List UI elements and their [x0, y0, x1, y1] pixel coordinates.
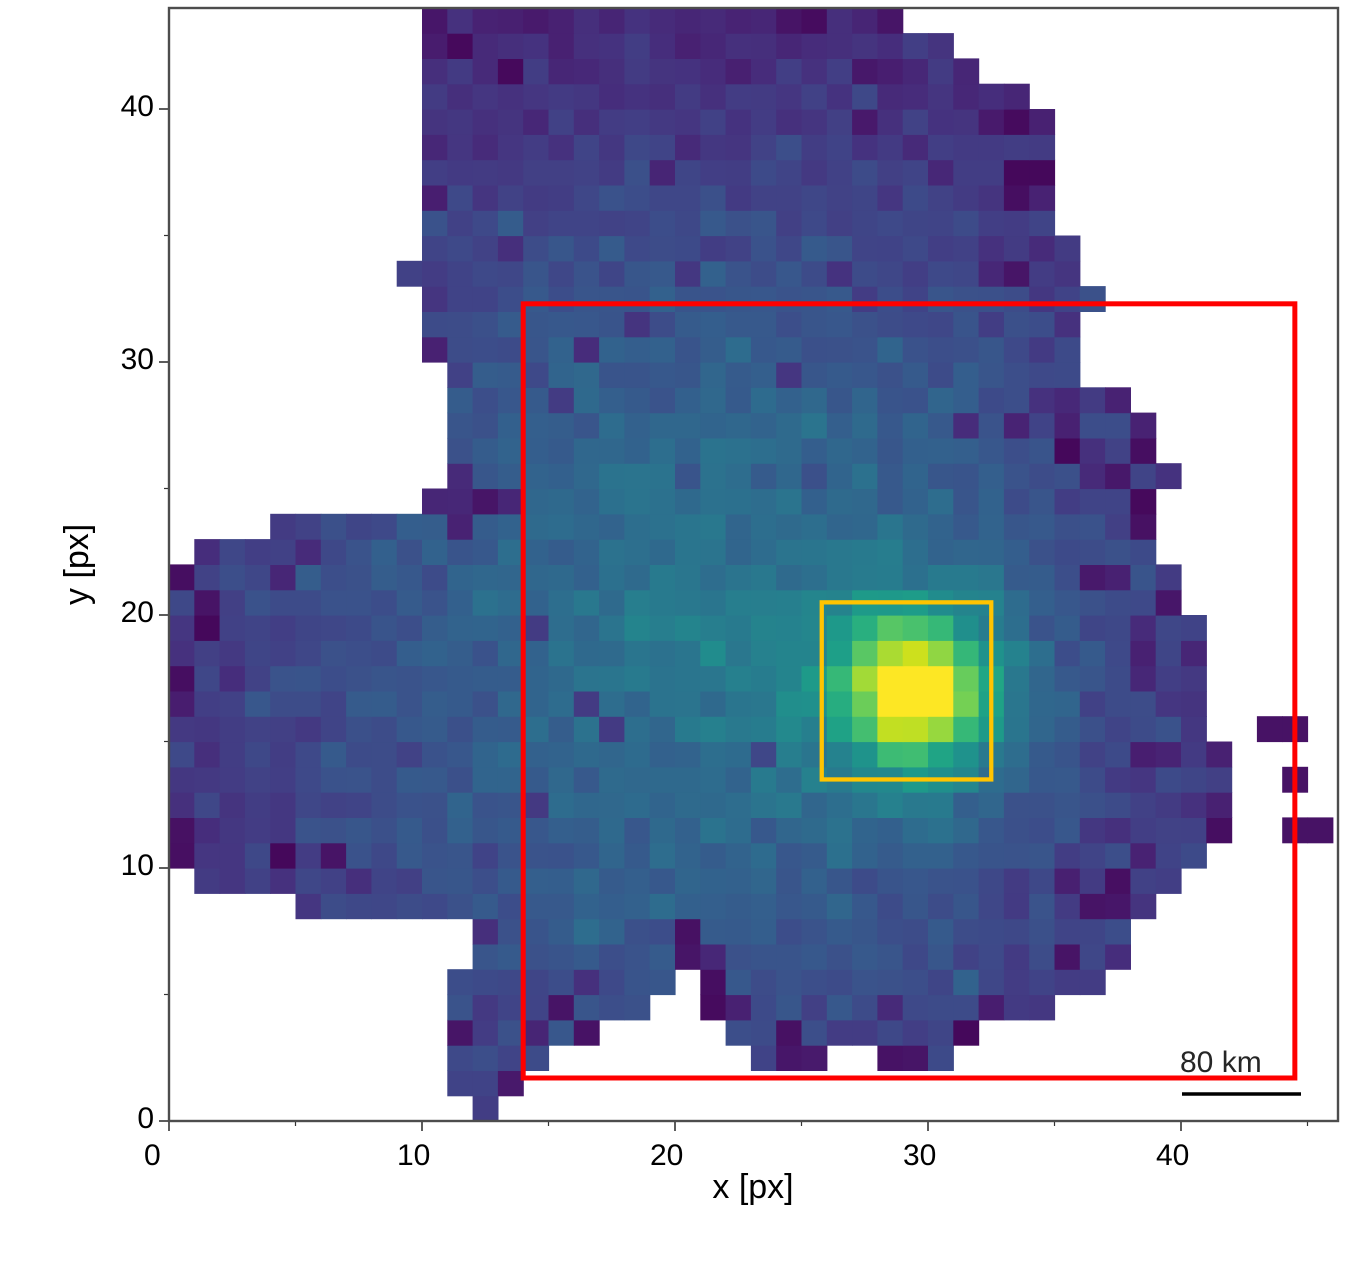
svg-text:80 km: 80 km — [1180, 1046, 1262, 1079]
